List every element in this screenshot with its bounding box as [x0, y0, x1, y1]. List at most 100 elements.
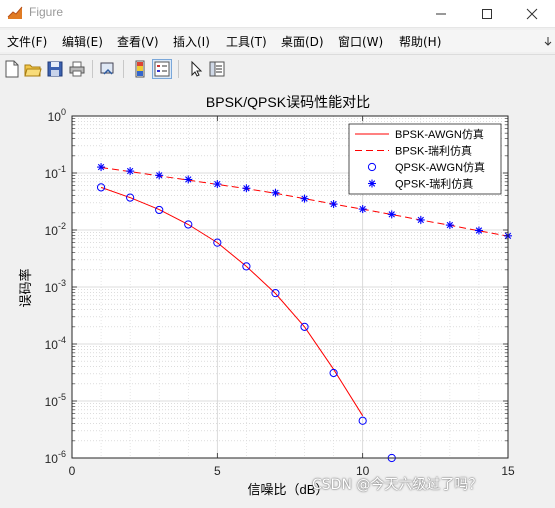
new-figure-icon[interactable] [3, 60, 21, 78]
toolbar [0, 54, 555, 83]
legend[interactable]: BPSK-AWGN仿真 BPSK-瑞利仿真 QPSK-AWGN仿真 QPSK-瑞利仿真 [348, 123, 502, 195]
asterisk-marker [126, 167, 135, 176]
y-tick-label: 10-4 [45, 335, 66, 352]
legend-label: BPSK-AWGN仿真 [395, 127, 484, 141]
x-tick-label: 15 [501, 464, 515, 478]
property-inspector-icon[interactable] [208, 60, 226, 78]
series-1 [100, 186, 364, 417]
asterisk-marker [474, 226, 483, 235]
insert-colorbar-icon[interactable] [131, 60, 149, 78]
y-tick-label: 100 [48, 107, 66, 124]
series-4 [97, 163, 512, 240]
asterisk-stroke [272, 189, 279, 196]
figure-canvas: 0 5 10 15 100 10-1 10-2 10-3 10-4 10-5 10-6 BPSK/Q… [0, 82, 555, 504]
legend-label: BPSK-瑞利仿真 [395, 144, 472, 158]
menu-edit[interactable]: 编辑(E) [62, 35, 103, 49]
asterisk-marker [242, 184, 251, 193]
toolbar-separator [92, 60, 93, 78]
asterisk-stroke [446, 221, 454, 229]
asterisk-stroke [214, 180, 221, 188]
asterisk-stroke [359, 205, 366, 213]
legend-label: QPSK-AWGN仿真 [395, 160, 485, 174]
x-tick-label: 10 [356, 464, 370, 478]
menu-insert[interactable]: 插入(I) [173, 35, 210, 49]
edit-plot-icon[interactable] [187, 60, 205, 78]
insert-legend-icon[interactable] [152, 59, 172, 79]
series-2 [101, 167, 509, 237]
circle-marker [300, 322, 309, 331]
asterisk-stroke [185, 176, 192, 183]
maximize-button[interactable] [464, 0, 510, 27]
circle-marker [358, 416, 367, 425]
print-icon[interactable] [68, 60, 86, 78]
asterisk-marker [368, 179, 376, 188]
x-tick-label: 5 [214, 464, 221, 478]
asterisk-marker [416, 215, 425, 224]
menu-tools[interactable]: 工具(T) [226, 35, 267, 49]
circle-marker [271, 289, 280, 298]
legend-item: BPSK-AWGN仿真 [355, 127, 484, 141]
series-line [100, 186, 364, 417]
chart-title: BPSK/QPSK误码性能对比 [206, 94, 370, 110]
series-line [101, 167, 509, 237]
asterisk-stroke [388, 211, 395, 218]
asterisk-marker [213, 180, 222, 189]
circle-marker [155, 205, 164, 215]
y-tick-label: 10-6 [45, 449, 66, 466]
menu-window[interactable]: 窗口(W) [338, 35, 384, 49]
plot-figure: 0 5 10 15 100 10-1 10-2 10-3 10-4 10-5 10-6 BPSK/Q… [18, 94, 515, 497]
legend-label: QPSK-瑞利仿真 [395, 177, 473, 191]
asterisk-marker [300, 194, 309, 203]
asterisk-stroke [243, 185, 250, 192]
menu-file[interactable]: 文件(F) [7, 35, 48, 49]
circle-marker [96, 183, 106, 192]
y-axis-label: 误码率 [18, 268, 33, 307]
window-title: Figure [29, 5, 64, 19]
y-tick-label: 10-1 [45, 164, 66, 181]
dock-arrow-icon[interactable] [543, 36, 553, 46]
asterisk-stroke [126, 167, 134, 175]
circle-marker [184, 220, 193, 229]
tick-layer: 0 5 10 15 100 10-1 10-2 10-3 10-4 10-5 10-6 [45, 107, 515, 478]
y-tick-label: 10-5 [45, 392, 66, 409]
asterisk-marker [271, 188, 280, 197]
circle-marker [126, 193, 135, 202]
minimize-icon [436, 13, 446, 15]
asterisk-stroke [475, 227, 483, 234]
close-button[interactable] [509, 0, 555, 27]
asterisk-stroke [330, 200, 337, 208]
asterisk-stroke [417, 216, 424, 224]
y-tick-label: 10-3 [45, 278, 66, 295]
asterisk-marker [184, 175, 193, 184]
menu-view[interactable]: 查看(V) [117, 35, 159, 49]
menu-bar: 文件(F) 编辑(E) 查看(V) 插入(I) 工具(T) 桌面(D) 窗口(W… [0, 30, 555, 52]
asterisk-marker [358, 205, 367, 214]
menu-desktop[interactable]: 桌面(D) [281, 35, 324, 49]
menu-help[interactable]: 帮助(H) [399, 35, 442, 49]
watermark-text: CSDN @今天六级过了吗？ [312, 477, 483, 493]
circle-marker [213, 238, 222, 247]
link-plot-icon[interactable] [99, 60, 117, 78]
toolbar-separator [178, 60, 179, 78]
asterisk-stroke [156, 172, 163, 179]
title-bar: Figure [0, 0, 555, 28]
open-file-icon[interactable] [24, 60, 42, 78]
asterisk-stroke [301, 195, 308, 202]
save-icon[interactable] [46, 60, 64, 78]
asterisk-marker [329, 200, 338, 209]
asterisk-marker [97, 163, 106, 172]
legend-box [348, 123, 502, 195]
toolbar-separator [123, 60, 124, 78]
asterisk-stroke [97, 163, 105, 171]
minimize-button[interactable] [418, 0, 464, 27]
legend-item: QPSK-AWGN仿真 [367, 160, 485, 174]
asterisk-stroke [368, 180, 376, 187]
asterisk-marker [155, 171, 164, 180]
asterisk-marker [445, 221, 454, 230]
legend-item: BPSK-瑞利仿真 [355, 144, 472, 158]
matlab-figure-icon [7, 6, 23, 19]
maximize-icon [482, 9, 492, 19]
asterisk-marker [387, 210, 396, 219]
circle-marker [367, 162, 377, 172]
x-tick-label: 0 [69, 464, 76, 478]
